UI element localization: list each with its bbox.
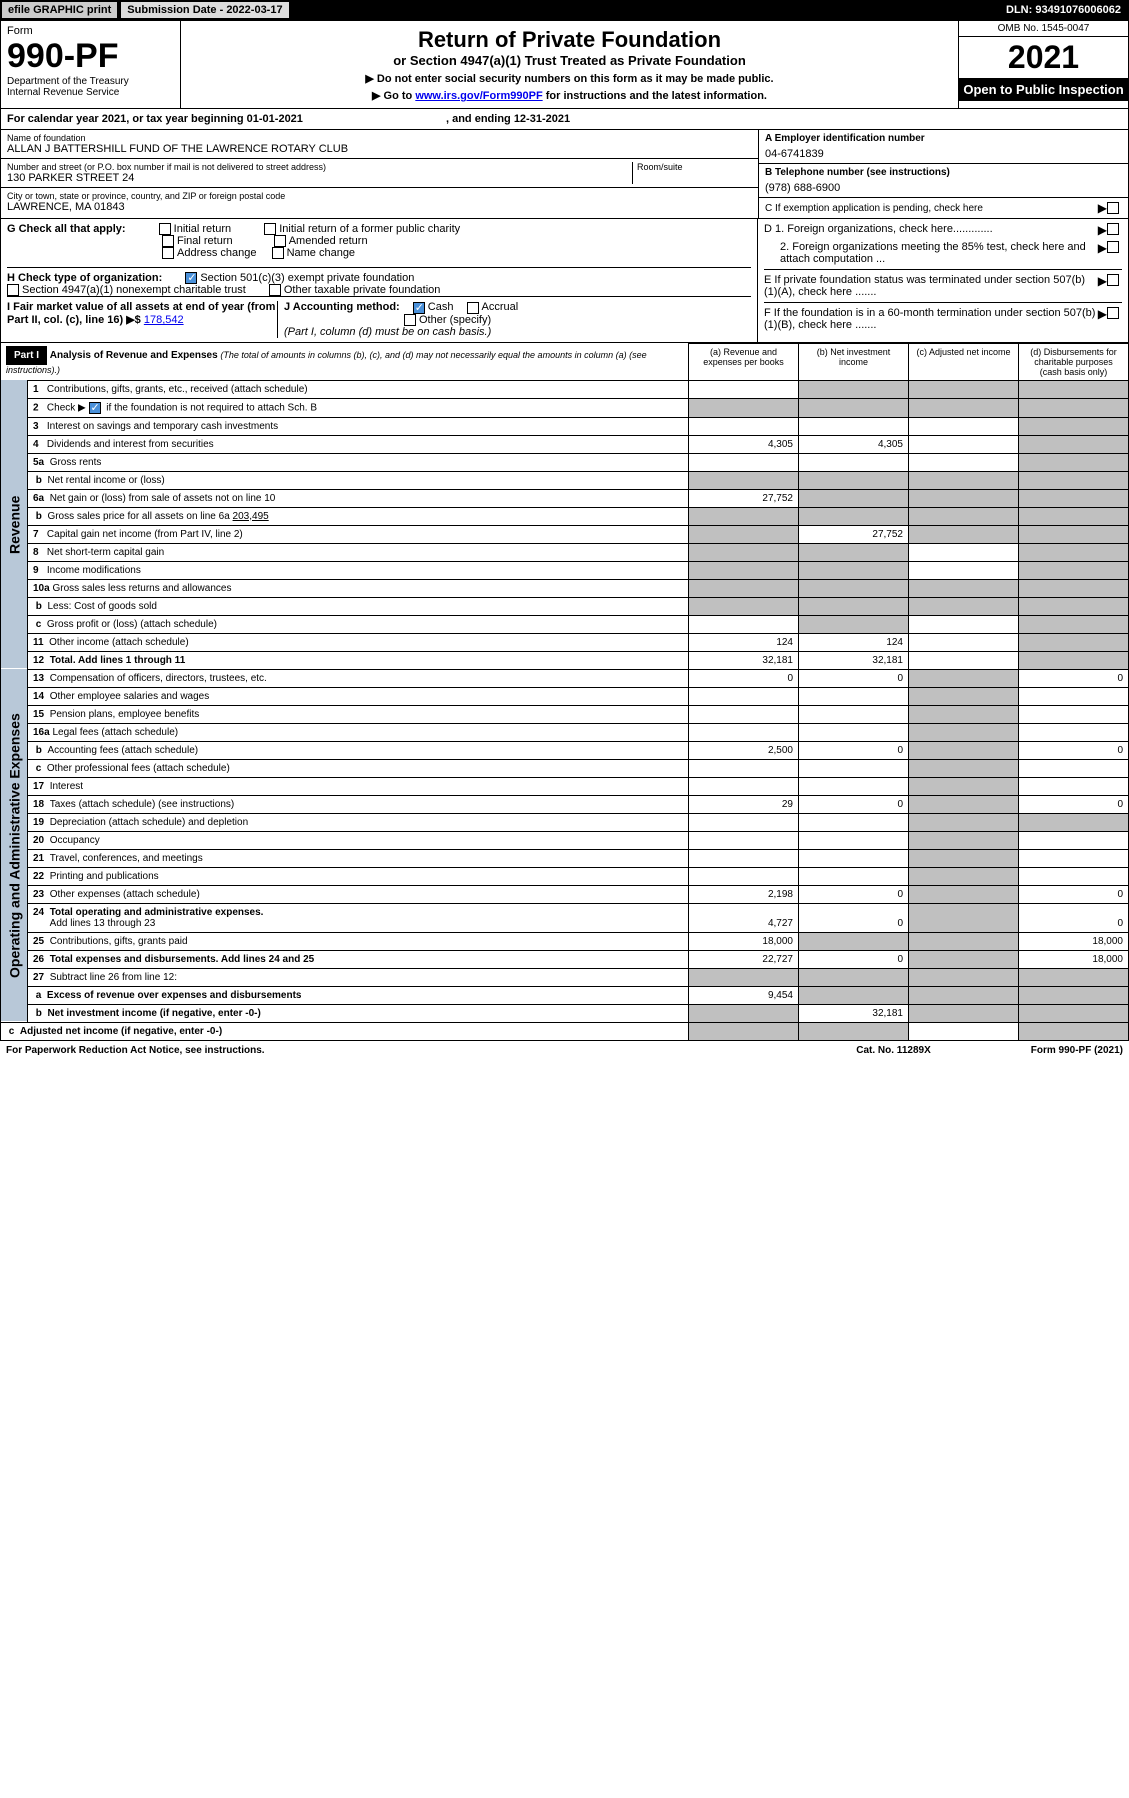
d1-checkbox[interactable] (1107, 223, 1119, 235)
irs-link[interactable]: www.irs.gov/Form990PF (415, 90, 542, 102)
checks-section: G Check all that apply: Initial return I… (0, 219, 1129, 343)
phone: (978) 688-6900 (765, 182, 1122, 194)
addr-change-checkbox[interactable] (162, 247, 174, 259)
initial-former-checkbox[interactable] (264, 223, 276, 235)
note-ssn: ▶ Do not enter social security numbers o… (187, 72, 952, 85)
form-ref: Form 990-PF (2021) (1031, 1045, 1123, 1056)
c-label: C If exemption application is pending, c… (765, 203, 1098, 214)
j-label: J Accounting method: (284, 301, 400, 313)
amended-checkbox[interactable] (274, 235, 286, 247)
schb-checkbox[interactable] (89, 402, 101, 414)
expenses-side: Operating and Administrative Expenses (1, 669, 28, 1022)
r4-b: 4,305 (799, 435, 909, 453)
city: LAWRENCE, MA 01843 (7, 201, 752, 213)
name-change-checkbox[interactable] (272, 247, 284, 259)
d2-checkbox[interactable] (1107, 241, 1119, 253)
phone-label: B Telephone number (see instructions) (765, 167, 950, 178)
foundation-name: ALLAN J BATTERSHILL FUND OF THE LAWRENCE… (7, 143, 752, 155)
e-checkbox[interactable] (1107, 274, 1119, 286)
c-checkbox[interactable] (1107, 202, 1119, 214)
cat-no: Cat. No. 11289X (856, 1045, 930, 1056)
city-label: City or town, state or province, country… (7, 191, 752, 201)
r11-a: 124 (689, 633, 799, 651)
ein-label: A Employer identification number (765, 133, 925, 144)
r11-b: 124 (799, 633, 909, 651)
i-value: 178,542 (144, 314, 184, 326)
ein: 04-6741839 (765, 148, 1122, 160)
h-label: H Check type of organization: (7, 272, 162, 284)
h-501c3-checkbox[interactable] (185, 272, 197, 284)
j-accrual-checkbox[interactable] (467, 302, 479, 314)
paperwork-notice: For Paperwork Reduction Act Notice, see … (6, 1045, 265, 1056)
i-label: I Fair market value of all assets at end… (7, 301, 275, 326)
efile-label: efile GRAPHIC print (2, 2, 117, 18)
col-d-header: (d) Disbursements for charitable purpose… (1019, 343, 1129, 380)
col-c-header: (c) Adjusted net income (909, 343, 1019, 380)
form-subtitle: or Section 4947(a)(1) Trust Treated as P… (187, 53, 952, 68)
top-bar: efile GRAPHIC print Submission Date - 20… (0, 0, 1129, 20)
part1-title: Analysis of Revenue and Expenses (50, 350, 218, 361)
col-b-header: (b) Net investment income (799, 343, 909, 380)
j-note: (Part I, column (d) must be on cash basi… (284, 326, 491, 338)
r12-b: 32,181 (799, 651, 909, 669)
name-label: Name of foundation (7, 133, 752, 143)
entity-info: Name of foundation ALLAN J BATTERSHILL F… (0, 130, 1129, 219)
omb-number: OMB No. 1545-0047 (959, 21, 1128, 37)
addr-label: Number and street (or P.O. box number if… (7, 162, 632, 172)
room-label: Room/suite (637, 162, 752, 172)
h-other-checkbox[interactable] (269, 284, 281, 296)
form-title: Return of Private Foundation (187, 27, 952, 53)
footer: For Paperwork Reduction Act Notice, see … (0, 1041, 1129, 1060)
j-other-checkbox[interactable] (404, 314, 416, 326)
e-label: E If private foundation status was termi… (764, 274, 1098, 298)
f-checkbox[interactable] (1107, 307, 1119, 319)
f-label: F If the foundation is in a 60-month ter… (764, 307, 1098, 331)
form-label: Form (7, 25, 174, 37)
note-link: ▶ Go to www.irs.gov/Form990PF for instru… (187, 89, 952, 102)
r7-b: 27,752 (799, 525, 909, 543)
d1-label: D 1. Foreign organizations, check here..… (764, 223, 1098, 237)
submission-date: Submission Date - 2022-03-17 (121, 2, 288, 18)
part1-label: Part I (6, 346, 47, 365)
r4-a: 4,305 (689, 435, 799, 453)
revenue-side: Revenue (1, 380, 28, 669)
form-number: 990-PF (7, 37, 174, 76)
irs-label: Internal Revenue Service (7, 87, 174, 98)
r6b-val: 203,495 (233, 511, 269, 522)
initial-checkbox[interactable] (159, 223, 171, 235)
h-4947-checkbox[interactable] (7, 284, 19, 296)
r12-a: 32,181 (689, 651, 799, 669)
address: 130 PARKER STREET 24 (7, 172, 632, 184)
d2-label: 2. Foreign organizations meeting the 85%… (764, 241, 1098, 265)
tax-year: 2021 (959, 37, 1128, 78)
form-header: Form 990-PF Department of the Treasury I… (0, 20, 1129, 109)
dept-label: Department of the Treasury (7, 76, 174, 87)
dln: DLN: 93491076006062 (1000, 2, 1127, 18)
calendar-year: For calendar year 2021, or tax year begi… (0, 109, 1129, 130)
g-label: G Check all that apply: (7, 223, 126, 235)
r6a-a: 27,752 (689, 489, 799, 507)
final-checkbox[interactable] (162, 235, 174, 247)
part1-table: Part I Analysis of Revenue and Expenses … (0, 343, 1129, 1041)
open-public: Open to Public Inspection (959, 78, 1128, 101)
j-cash-checkbox[interactable] (413, 302, 425, 314)
col-a-header: (a) Revenue and expenses per books (689, 343, 799, 380)
